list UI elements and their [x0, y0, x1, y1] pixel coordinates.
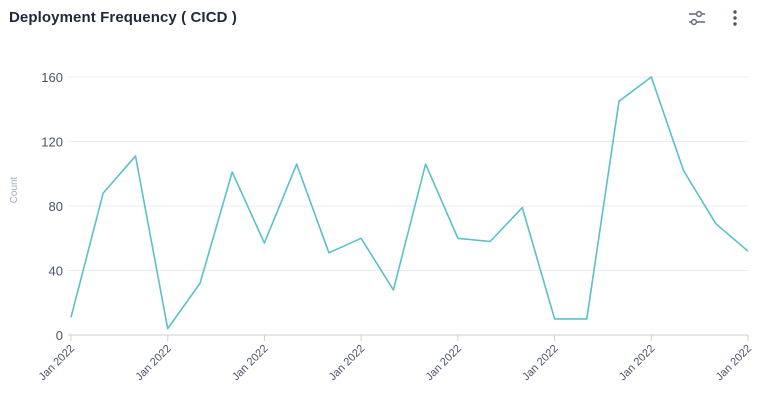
x-tick-label: Jan 2022: [133, 343, 173, 383]
x-tick-label: Jan 2022: [714, 343, 754, 383]
data-point: [101, 191, 106, 196]
y-axis-ticks: 0 40 80 120 160: [41, 70, 63, 343]
y-tick-label: 0: [56, 328, 63, 343]
y-tick-label: 120: [41, 135, 63, 150]
x-tick-label: Jan 2022: [423, 343, 463, 383]
data-point: [617, 99, 622, 104]
data-point: [713, 221, 718, 226]
data-point: [359, 236, 364, 241]
x-tick-label: Jan 2022: [327, 343, 367, 383]
data-point: [455, 236, 460, 241]
data-point: [165, 326, 170, 331]
sliders-icon: [689, 10, 705, 26]
y-tick-label: 80: [49, 199, 63, 214]
data-point: [746, 249, 751, 254]
data-point: [423, 162, 428, 167]
data-point: [197, 281, 202, 286]
data-point: [391, 287, 396, 292]
chart-toolbar: [687, 8, 745, 28]
data-point: [649, 75, 654, 80]
x-tick-label: Jan 2022: [37, 343, 77, 383]
series-line-group: [69, 75, 751, 331]
data-point: [584, 316, 589, 321]
data-point: [552, 316, 557, 321]
more-options-button[interactable]: [725, 8, 745, 28]
y-tick-label: 40: [49, 264, 63, 279]
x-tick-label: Jan 2022: [520, 343, 560, 383]
x-tick-label: Jan 2022: [230, 343, 270, 383]
grid-lines: [68, 76, 748, 336]
filter-button[interactable]: [687, 8, 707, 28]
data-point: [262, 241, 267, 246]
data-point: [488, 239, 493, 244]
data-point: [69, 315, 74, 320]
data-point: [520, 205, 525, 210]
chart-title: Deployment Frequency ( CICD ): [9, 9, 237, 26]
data-point: [326, 250, 331, 255]
data-point: [230, 170, 235, 175]
series-line: [70, 76, 749, 330]
y-axis-label: Count: [9, 176, 20, 203]
data-point: [294, 162, 299, 167]
data-point: [681, 168, 686, 173]
vertical-dots-icon: [733, 10, 737, 26]
x-axis-ticks: Jan 2022 Jan 2022 Jan 2022 Jan 2022 Jan 2022…: [37, 335, 754, 383]
data-point: [133, 154, 138, 159]
y-tick-label: 160: [41, 70, 63, 85]
x-tick-label: Jan 2022: [617, 343, 657, 383]
